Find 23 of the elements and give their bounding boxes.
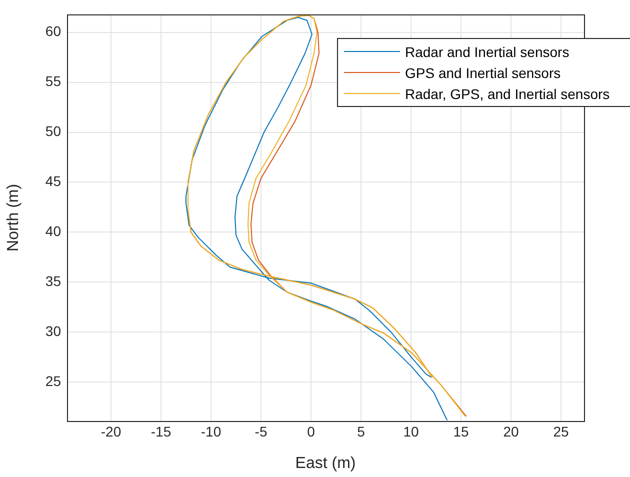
y-axis-title: North (m) bbox=[5, 184, 22, 252]
legend-label: GPS and Inertial sensors bbox=[405, 64, 561, 80]
x-tick-label: -10 bbox=[200, 423, 222, 440]
y-tick-label: 55 bbox=[45, 73, 62, 90]
y-tick-label: 60 bbox=[45, 23, 62, 40]
y-tick-label: 25 bbox=[45, 372, 62, 389]
x-tick-label: 20 bbox=[503, 423, 519, 440]
y-tick-label: 50 bbox=[45, 123, 62, 140]
x-tick-label: 5 bbox=[357, 423, 366, 440]
x-tick-label: -5 bbox=[254, 423, 268, 440]
x-axis-title: East (m) bbox=[295, 454, 356, 472]
x-tick-label: 25 bbox=[553, 423, 569, 440]
x-tick-label: 0 bbox=[307, 423, 316, 440]
x-tick-label: 10 bbox=[403, 423, 419, 440]
legend-label: Radar and Inertial sensors bbox=[405, 44, 570, 60]
y-tick-label: 40 bbox=[45, 223, 62, 240]
y-tick-label: 45 bbox=[45, 173, 62, 190]
x-tick-label: -20 bbox=[100, 423, 122, 440]
y-tick-label: 35 bbox=[45, 272, 62, 289]
y-tick-label: 30 bbox=[45, 322, 62, 339]
legend-label: Radar, GPS, and Inertial sensors bbox=[405, 86, 610, 102]
x-tick-label: -15 bbox=[150, 423, 172, 440]
x-tick-label: 15 bbox=[453, 423, 469, 440]
